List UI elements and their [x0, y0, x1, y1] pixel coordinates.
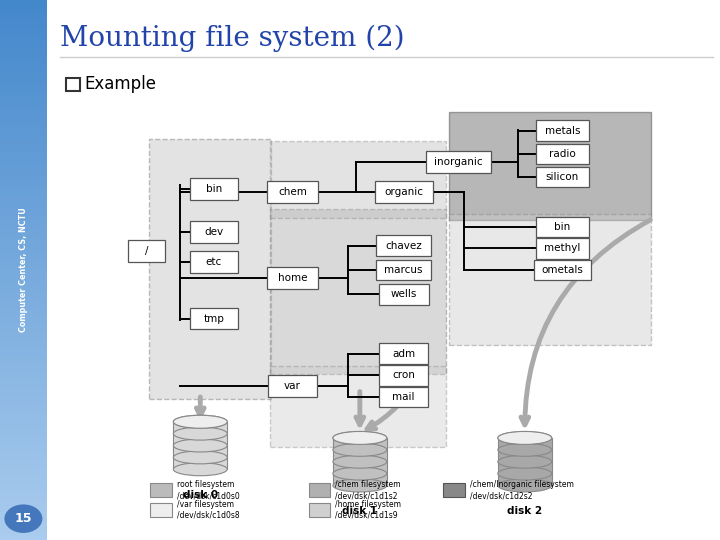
Text: chavez: chavez [385, 241, 422, 251]
FancyBboxPatch shape [189, 221, 238, 243]
Ellipse shape [174, 463, 228, 476]
FancyBboxPatch shape [66, 78, 80, 91]
Ellipse shape [498, 455, 552, 468]
FancyBboxPatch shape [379, 343, 428, 364]
FancyBboxPatch shape [149, 139, 271, 399]
Text: metals: metals [545, 126, 580, 136]
FancyBboxPatch shape [174, 422, 228, 469]
Text: dev: dev [204, 227, 223, 237]
FancyBboxPatch shape [127, 240, 166, 262]
FancyBboxPatch shape [374, 181, 433, 202]
Text: radio: radio [549, 149, 576, 159]
Text: 15: 15 [14, 512, 32, 525]
Ellipse shape [498, 431, 552, 444]
Ellipse shape [333, 443, 387, 456]
Text: root filesystem
/dev/dsk/c1d0s0: root filesystem /dev/dsk/c1d0s0 [176, 480, 240, 500]
FancyBboxPatch shape [498, 438, 552, 485]
Ellipse shape [498, 431, 552, 444]
Text: disk 2: disk 2 [507, 506, 542, 516]
Text: cron: cron [392, 370, 415, 380]
Text: /chem filesystem
/dev/dsk/c1d1s2: /chem filesystem /dev/dsk/c1d1s2 [335, 480, 400, 500]
FancyBboxPatch shape [47, 0, 720, 540]
FancyBboxPatch shape [536, 167, 589, 187]
Ellipse shape [333, 431, 387, 444]
FancyBboxPatch shape [270, 366, 446, 447]
FancyBboxPatch shape [267, 267, 318, 289]
Text: disk 0: disk 0 [183, 490, 218, 500]
FancyBboxPatch shape [269, 375, 317, 397]
Text: etc: etc [206, 257, 222, 267]
Text: disk 1: disk 1 [342, 506, 377, 516]
Ellipse shape [333, 479, 387, 492]
Text: home: home [278, 273, 307, 283]
Ellipse shape [498, 443, 552, 456]
Text: /var filesystem
/dev/dsk/c1d0s8: /var filesystem /dev/dsk/c1d0s8 [176, 500, 239, 520]
FancyBboxPatch shape [376, 235, 431, 256]
Text: silicon: silicon [546, 172, 579, 182]
Circle shape [4, 504, 42, 533]
Ellipse shape [174, 415, 228, 428]
Text: chem: chem [278, 187, 307, 197]
FancyBboxPatch shape [189, 178, 238, 200]
FancyBboxPatch shape [534, 260, 591, 280]
FancyBboxPatch shape [150, 503, 172, 517]
FancyBboxPatch shape [333, 438, 387, 485]
Text: Mounting file system (2): Mounting file system (2) [60, 24, 405, 52]
Text: var: var [284, 381, 301, 391]
Ellipse shape [333, 455, 387, 468]
Text: ometals: ometals [541, 265, 583, 275]
Text: Example: Example [84, 75, 156, 93]
FancyBboxPatch shape [536, 144, 589, 164]
Text: wells: wells [390, 289, 417, 299]
Ellipse shape [174, 439, 228, 452]
FancyBboxPatch shape [189, 251, 238, 273]
Text: organic: organic [384, 187, 423, 197]
FancyBboxPatch shape [449, 214, 652, 345]
FancyBboxPatch shape [536, 120, 589, 141]
FancyBboxPatch shape [536, 238, 589, 259]
Text: Computer Center, CS, NCTU: Computer Center, CS, NCTU [19, 207, 28, 333]
Text: bin: bin [554, 222, 570, 232]
Text: methyl: methyl [544, 244, 580, 253]
FancyBboxPatch shape [267, 181, 318, 202]
FancyBboxPatch shape [444, 483, 465, 497]
Text: bin: bin [206, 184, 222, 194]
FancyBboxPatch shape [449, 112, 652, 220]
Ellipse shape [174, 451, 228, 464]
FancyBboxPatch shape [270, 209, 446, 374]
FancyBboxPatch shape [426, 151, 491, 173]
Ellipse shape [498, 479, 552, 492]
Ellipse shape [333, 431, 387, 444]
FancyBboxPatch shape [376, 260, 431, 280]
Text: /: / [145, 246, 148, 256]
Text: /chem/Inorganic filesystem
/dev/dsk/c1d2s2: /chem/Inorganic filesystem /dev/dsk/c1d2… [469, 480, 573, 500]
FancyBboxPatch shape [379, 387, 428, 407]
FancyBboxPatch shape [379, 284, 428, 305]
Ellipse shape [174, 415, 228, 428]
Ellipse shape [333, 467, 387, 480]
FancyBboxPatch shape [150, 483, 172, 497]
Ellipse shape [498, 467, 552, 480]
Text: mail: mail [392, 392, 415, 402]
FancyBboxPatch shape [379, 365, 428, 386]
Ellipse shape [174, 427, 228, 440]
FancyBboxPatch shape [536, 217, 589, 237]
Text: /home filesystem
/dev/dsk/c1d1s9: /home filesystem /dev/dsk/c1d1s9 [335, 500, 401, 520]
Text: adm: adm [392, 349, 415, 359]
FancyBboxPatch shape [189, 308, 238, 329]
Text: tmp: tmp [203, 314, 224, 323]
Text: marcus: marcus [384, 265, 423, 275]
FancyBboxPatch shape [270, 141, 446, 218]
FancyBboxPatch shape [309, 503, 330, 517]
Text: inorganic: inorganic [434, 157, 483, 167]
FancyBboxPatch shape [309, 483, 330, 497]
